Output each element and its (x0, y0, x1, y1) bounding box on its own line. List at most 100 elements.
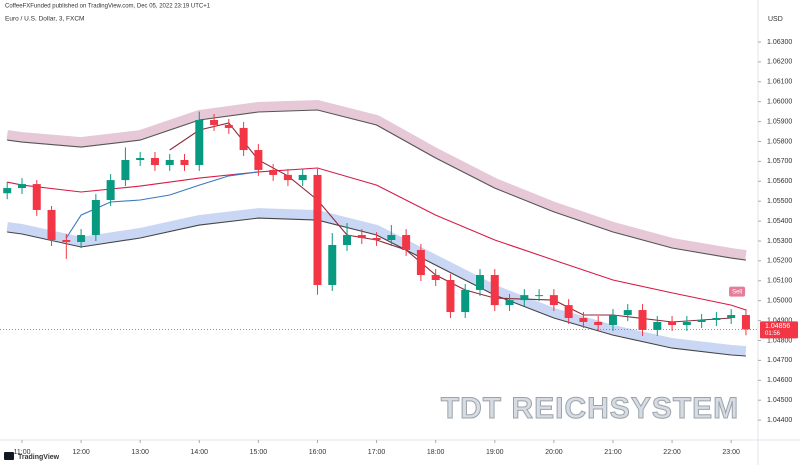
y-tick-label: 1.04600 (767, 377, 792, 384)
candle-body (180, 160, 189, 165)
y-tick-label: 1.04700 (767, 357, 792, 364)
y-tick-label: 1.04400 (767, 417, 792, 424)
y-tick-label: 1.06100 (767, 79, 792, 86)
y-tick-label: 1.05800 (767, 138, 792, 145)
candle-body (653, 321, 662, 330)
candle-body (402, 235, 411, 250)
candle-body (535, 295, 544, 297)
y-tick-label: 1.04500 (767, 397, 792, 404)
candle-body (91, 200, 100, 236)
candle-body (579, 318, 588, 322)
candle-body (668, 321, 677, 325)
candle-body (298, 174, 307, 181)
plot-area (3, 99, 750, 357)
y-tick-label: 1.05500 (767, 198, 792, 205)
band (6, 208, 747, 356)
candle-body (372, 238, 381, 240)
x-tick-label: 13:00 (131, 449, 149, 456)
annotation: Sell (732, 289, 742, 295)
annotation-box (729, 286, 746, 297)
x-tick-label: 12:00 (72, 449, 90, 456)
y-tick-label: 1.04800 (767, 337, 792, 344)
indicator-line (7, 167, 747, 311)
y-tick-label: 1.05300 (767, 238, 792, 245)
logo: TradingView (18, 454, 60, 461)
chart-title: Euro / U.S. Dollar, 3, FXCM (5, 16, 84, 23)
candle-body (446, 280, 455, 313)
candle-body (727, 315, 736, 319)
candle-body (47, 209, 56, 240)
countdown: 01:56 (765, 331, 781, 337)
watermark: TDT REICHSYSTEM (441, 392, 739, 425)
logo-icon (4, 452, 14, 460)
candle-body (623, 310, 632, 316)
candle-body (712, 318, 721, 320)
x-tick-label: 23:00 (722, 449, 740, 456)
candle-body (77, 235, 86, 242)
x-tick-label: 22:00 (663, 449, 681, 456)
candle-body (150, 158, 159, 165)
candle-body (136, 158, 145, 160)
candle-body (328, 244, 337, 285)
candle-body (431, 275, 440, 280)
candle-body (520, 295, 529, 301)
indicator-line (7, 109, 746, 261)
candle-body (32, 184, 41, 210)
last-price-box (760, 321, 798, 339)
candle-body (62, 240, 71, 242)
y-tick-label: 1.05100 (767, 278, 792, 285)
candle-body (564, 305, 573, 319)
candle-body (638, 310, 647, 330)
x-tick-label: 14:00 (191, 449, 209, 456)
candle-body (283, 174, 292, 181)
x-tick-label: 17:00 (368, 449, 386, 456)
header: CoffeeFXFunded published on TradingView.… (5, 4, 211, 10)
candle-body (505, 300, 514, 306)
candle-body (697, 320, 706, 322)
candle-body (475, 275, 484, 290)
x-tick-label: 20:00 (545, 449, 563, 456)
y-tick-label: 1.05200 (767, 258, 792, 265)
y-tick-label: 1.05900 (767, 118, 792, 125)
candle-body (269, 169, 278, 175)
candle-body (106, 180, 115, 200)
last-price-label: 1.04856 (765, 323, 790, 330)
y-tick-label: 1.06000 (767, 99, 792, 106)
candle-body (254, 150, 263, 170)
y-tick-label: 1.05400 (767, 218, 792, 225)
y-tick-label: 1.05000 (767, 298, 792, 305)
candle-body (224, 124, 233, 128)
x-tick-label: 15:00 (250, 449, 268, 456)
y-tick-label: 1.04900 (767, 317, 792, 324)
indicator-line (65, 171, 259, 239)
candle-body (313, 174, 322, 285)
candle-body (741, 315, 750, 330)
candle-body (682, 321, 691, 325)
candle-body (608, 315, 617, 325)
candle-body (594, 321, 603, 325)
candle-body (416, 249, 425, 276)
candle-body (357, 235, 366, 239)
candle-body (239, 127, 248, 151)
x-tick-label: 11:00 (13, 449, 30, 456)
band (6, 99, 747, 261)
candle-body (343, 235, 352, 245)
x-tick-label: 21:00 (604, 449, 622, 456)
x-tick-label: 16:00 (309, 449, 327, 456)
candle-body (549, 295, 558, 306)
candle-body (490, 275, 499, 306)
candle-body (461, 289, 470, 313)
x-tick-label: 19:00 (486, 449, 504, 456)
y-tick-label: 1.06200 (767, 59, 792, 66)
candle-body (3, 188, 12, 194)
candle-body (165, 160, 174, 165)
x-tick-label: 18:00 (427, 449, 445, 456)
y-axis-label: USD (768, 16, 783, 23)
candle-body (195, 120, 204, 165)
candle-body (387, 235, 396, 240)
y-tick-label: 1.05700 (767, 158, 792, 165)
y-tick-label: 1.06300 (767, 39, 792, 46)
y-tick-label: 1.05600 (767, 178, 792, 185)
candle-body (17, 184, 26, 189)
